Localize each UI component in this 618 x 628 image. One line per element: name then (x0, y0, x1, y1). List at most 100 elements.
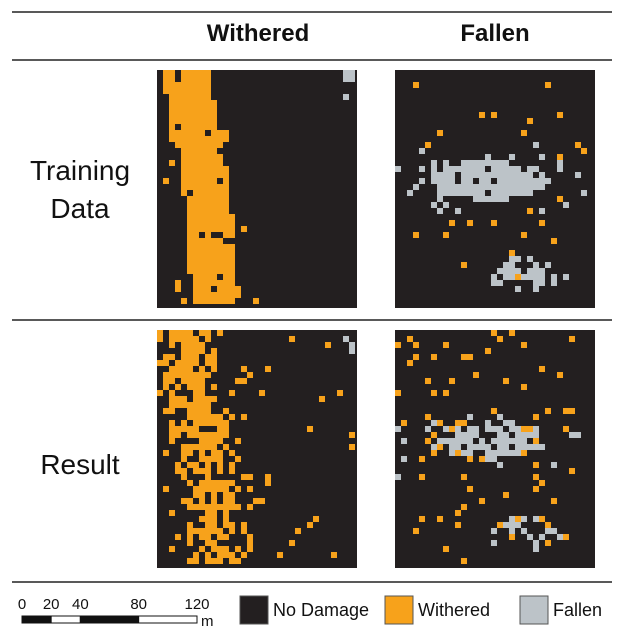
map-cell (211, 172, 217, 178)
map-cell (503, 160, 509, 166)
map-cell (491, 408, 497, 414)
map-cell (193, 348, 199, 354)
map-cell (217, 286, 223, 292)
map-cell (521, 274, 527, 280)
map-cell (515, 274, 521, 280)
map-cell (539, 154, 545, 160)
map-cell (169, 336, 175, 342)
map-cell (187, 360, 193, 366)
map-cell (187, 112, 193, 118)
map-cell (199, 444, 205, 450)
map-cell (503, 196, 509, 202)
map-cell (509, 268, 515, 274)
map-cell (193, 432, 199, 438)
map-cell (205, 196, 211, 202)
map-cell (187, 498, 193, 504)
map-cell (491, 112, 497, 118)
map-cell (413, 354, 419, 360)
map-cell (443, 160, 449, 166)
map-cell (223, 178, 229, 184)
map-cell (413, 342, 419, 348)
map-cell (461, 504, 467, 510)
map-cell (229, 268, 235, 274)
map-cell (187, 166, 193, 172)
map-cell (217, 528, 223, 534)
map-cell (199, 414, 205, 420)
map-cell (205, 462, 211, 468)
map-cell (467, 178, 473, 184)
map-cell (199, 402, 205, 408)
map-cell (169, 432, 175, 438)
map-cell (199, 184, 205, 190)
map-cell (503, 166, 509, 172)
map-cell (473, 426, 479, 432)
map-cell (217, 130, 223, 136)
map-cell (187, 444, 193, 450)
map-cell (521, 178, 527, 184)
map-cell (199, 348, 205, 354)
map-cell (467, 432, 473, 438)
map-cell (545, 262, 551, 268)
map-cell (431, 390, 437, 396)
map-cell (205, 214, 211, 220)
map-cell (199, 160, 205, 166)
map-cell (527, 432, 533, 438)
map-cell (265, 366, 271, 372)
map-cell (205, 516, 211, 522)
map-cell (211, 438, 217, 444)
map-cell (211, 202, 217, 208)
scale-unit: m (201, 613, 214, 628)
map-cell (181, 420, 187, 426)
map-cell (235, 486, 241, 492)
map-cell (217, 330, 223, 336)
map-cell (515, 172, 521, 178)
map-cell (515, 268, 521, 274)
map-cell (223, 208, 229, 214)
map-cell (187, 232, 193, 238)
map-cell (211, 178, 217, 184)
map-cell (193, 100, 199, 106)
map-cell (211, 528, 217, 534)
map-cell (431, 354, 437, 360)
map-cell (193, 154, 199, 160)
map-cell (199, 124, 205, 130)
map-cell (413, 184, 419, 190)
map-cell (437, 184, 443, 190)
map-cell (217, 558, 223, 564)
map-cell (211, 354, 217, 360)
map-cell (235, 378, 241, 384)
map-cell (205, 226, 211, 232)
map-cell (193, 88, 199, 94)
map-cell (181, 298, 187, 304)
map-cell (497, 438, 503, 444)
map-cell (497, 184, 503, 190)
map-cell (181, 70, 187, 76)
map-cell (533, 438, 539, 444)
map-cell (395, 426, 401, 432)
map-cell (241, 378, 247, 384)
map-cell (455, 420, 461, 426)
map-cell (229, 232, 235, 238)
map-cell (401, 456, 407, 462)
map-cell (199, 178, 205, 184)
map-cell (199, 88, 205, 94)
map-cell (199, 534, 205, 540)
map-cell (217, 214, 223, 220)
map-cell (211, 220, 217, 226)
map-cell (461, 166, 467, 172)
map-cell (485, 172, 491, 178)
map-cell (229, 522, 235, 528)
map-cell (343, 94, 349, 100)
map-cell (443, 232, 449, 238)
map-cell (205, 274, 211, 280)
map-cell (545, 540, 551, 546)
map-cell (205, 154, 211, 160)
map-cell (205, 456, 211, 462)
map-cell (509, 522, 515, 528)
map-cell (455, 432, 461, 438)
map-cell (169, 408, 175, 414)
map-cell (515, 286, 521, 292)
map-cell (205, 534, 211, 540)
map-cell (229, 250, 235, 256)
